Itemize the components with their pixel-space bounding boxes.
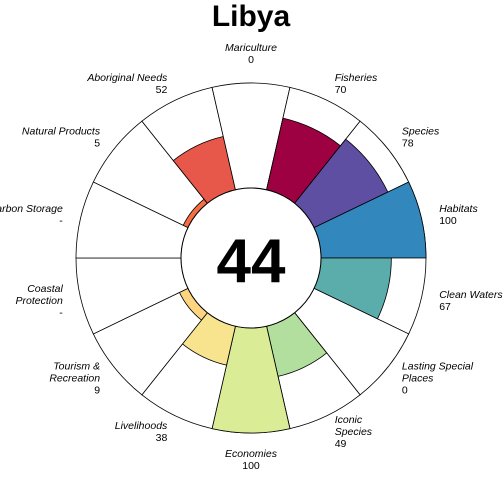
goal-value-label: 67 [439,301,451,313]
goal-name-line: Protection [16,295,63,307]
goal-name-line: Places [402,372,434,384]
goal-name-line: Lasting Special [402,360,474,372]
goal-label-fisheries: Fisheries 70 [335,72,378,96]
goal-label-natural-products: Natural Products 5 [22,126,101,150]
goal-value-label: 70 [335,84,347,96]
goal-value-label: 9 [94,384,100,396]
goal-name-line: Habitats [439,203,478,215]
goal-value-label: 0 [402,384,408,396]
goal-name-line: Livelihoods [115,420,168,432]
goal-value-label: 100 [439,215,457,227]
goal-name-line: Species [402,126,440,138]
goal-name-line: Fisheries [335,72,378,84]
goal-name-line: Tourism & [53,360,100,372]
goal-value-label: - [59,215,63,227]
goal-name-line: Clean Waters [439,289,503,301]
goal-value-label: 100 [242,460,260,472]
goal-label-livelihoods: Livelihoods 38 [115,420,168,444]
goal-label-coastal-protection: Coastal Protection - [16,283,64,319]
goal-value-label: 52 [156,84,168,96]
goal-label-carbon-storage: Carbon Storage- [0,203,63,227]
center-score: 44 [217,227,286,296]
goal-label-species: Species 78 [402,126,440,150]
goal-value-label: 0 [248,54,254,66]
chart-title: Libya [212,0,291,33]
goal-label-iconic-species: Iconic Species 49 [335,414,373,450]
goal-name-line: Iconic [335,414,363,426]
goal-label-economies: Economies 100 [225,448,278,472]
goal-name-line: Recreation [49,372,100,384]
goal-name-line: Carbon Storage [0,203,63,215]
goal-value-label: 5 [94,138,100,150]
goal-name-line: Species [335,426,373,438]
goal-value-label: - [59,307,63,319]
goal-value-label: 38 [156,432,168,444]
goal-name-line: Aboriginal Needs [86,72,168,84]
goal-label-habitats: Habitats 100 [439,203,478,227]
goal-label-aboriginal-needs: Aboriginal Needs 52 [86,72,168,96]
goal-label-tourism-recreation: Tourism & Recreation 9 [49,360,100,396]
goal-label-lasting-special-places: Lasting Special Places 0 [402,360,474,396]
goal-name-line: Economies [225,448,278,460]
goal-name-line: Mariculture [225,42,277,54]
goal-name-line: Coastal [27,283,63,295]
goal-label-clean-waters: Clean Waters 67 [439,289,503,313]
goal-value-label: 78 [402,138,414,150]
goal-name-line: Natural Products [22,126,101,138]
goal-value-label: 49 [335,438,347,450]
goal-label-mariculture: Mariculture 0 [225,42,277,66]
